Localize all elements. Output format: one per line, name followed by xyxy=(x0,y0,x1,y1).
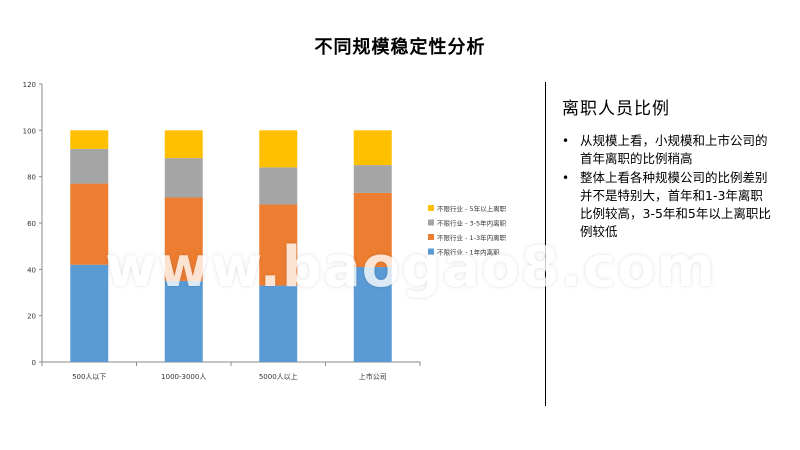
bar-segment xyxy=(164,280,203,362)
legend-swatch xyxy=(428,248,434,255)
bullet-item: • 从规模上看，小规模和上市公司的首年离职的比例稍高 xyxy=(562,132,772,168)
legend-label: 不限行业 - 1-3年内离职 xyxy=(437,233,507,242)
legend-label: 不限行业 - 3-5年内离职 xyxy=(437,219,507,228)
bar-segment xyxy=(164,130,203,159)
legend-swatch xyxy=(428,205,434,211)
x-tick-label: 5000人以上 xyxy=(259,372,298,381)
y-tick-label: 80 xyxy=(27,174,36,182)
vertical-divider xyxy=(545,82,546,406)
bar-segment xyxy=(70,264,109,362)
bar-segment xyxy=(164,197,203,281)
legend-swatch xyxy=(428,234,434,240)
bar-segment xyxy=(259,167,298,205)
bar-segment xyxy=(353,192,392,268)
bar-segment xyxy=(259,285,298,362)
bar-segment xyxy=(259,130,298,168)
bar-segment xyxy=(164,158,203,198)
bar-segment xyxy=(353,165,392,193)
bullet-text: 整体上看各种规模公司的比例差别并不是特别大，首年和1-3年离职比例较高，3-5年… xyxy=(580,170,771,239)
y-tick-label: 100 xyxy=(23,127,36,135)
y-tick-label: 40 xyxy=(27,266,36,274)
x-tick-label: 上市公司 xyxy=(359,372,387,381)
bullet-dot-icon: • xyxy=(562,134,570,148)
legend-swatch xyxy=(428,219,434,226)
chart-axes: 0 20 40 60 80 100 120 500人以下 1000-3000人 5000人以上 上市… xyxy=(23,81,421,381)
y-tick-label: 0 xyxy=(32,359,36,367)
slide-title: 不同规模稳定性分析 xyxy=(314,37,486,58)
bullet-item: • 整体上看各种规模公司的比例差别并不是特别大，首年和1-3年离职比例较高，3-5… xyxy=(562,169,772,241)
bar-segment xyxy=(353,130,392,166)
x-tick-label: 1000-3000人 xyxy=(161,373,206,381)
legend-label: 不限行业 - 5年以上离职 xyxy=(437,204,507,213)
bullet-list: • 从规模上看，小规模和上市公司的首年离职的比例稍高 • 整体上看各种规模公司的比例… xyxy=(562,132,772,242)
y-tick-label: 120 xyxy=(23,81,36,89)
panel-title: 离职人员比例 xyxy=(562,99,670,119)
y-tick-label: 20 xyxy=(27,313,36,321)
bar-segment xyxy=(70,130,109,149)
bar-segment xyxy=(353,267,392,362)
stacked-bar-chart: 0 20 40 60 80 100 120 500人以下 1000-3000人 5000人以上 上市… xyxy=(23,81,507,381)
bullet-text: 从规模上看，小规模和上市公司的首年离职的比例稍高 xyxy=(580,133,768,166)
x-tick-label: 500人以下 xyxy=(72,373,106,381)
bullet-dot-icon: • xyxy=(562,171,570,185)
bar-segment xyxy=(70,183,109,265)
y-tick-label: 60 xyxy=(27,220,36,228)
bar-segment xyxy=(70,148,109,184)
legend-label: 不限行业 - 1年内离职 xyxy=(437,248,500,257)
bar-segment xyxy=(259,204,298,286)
chart-bars xyxy=(70,130,392,362)
